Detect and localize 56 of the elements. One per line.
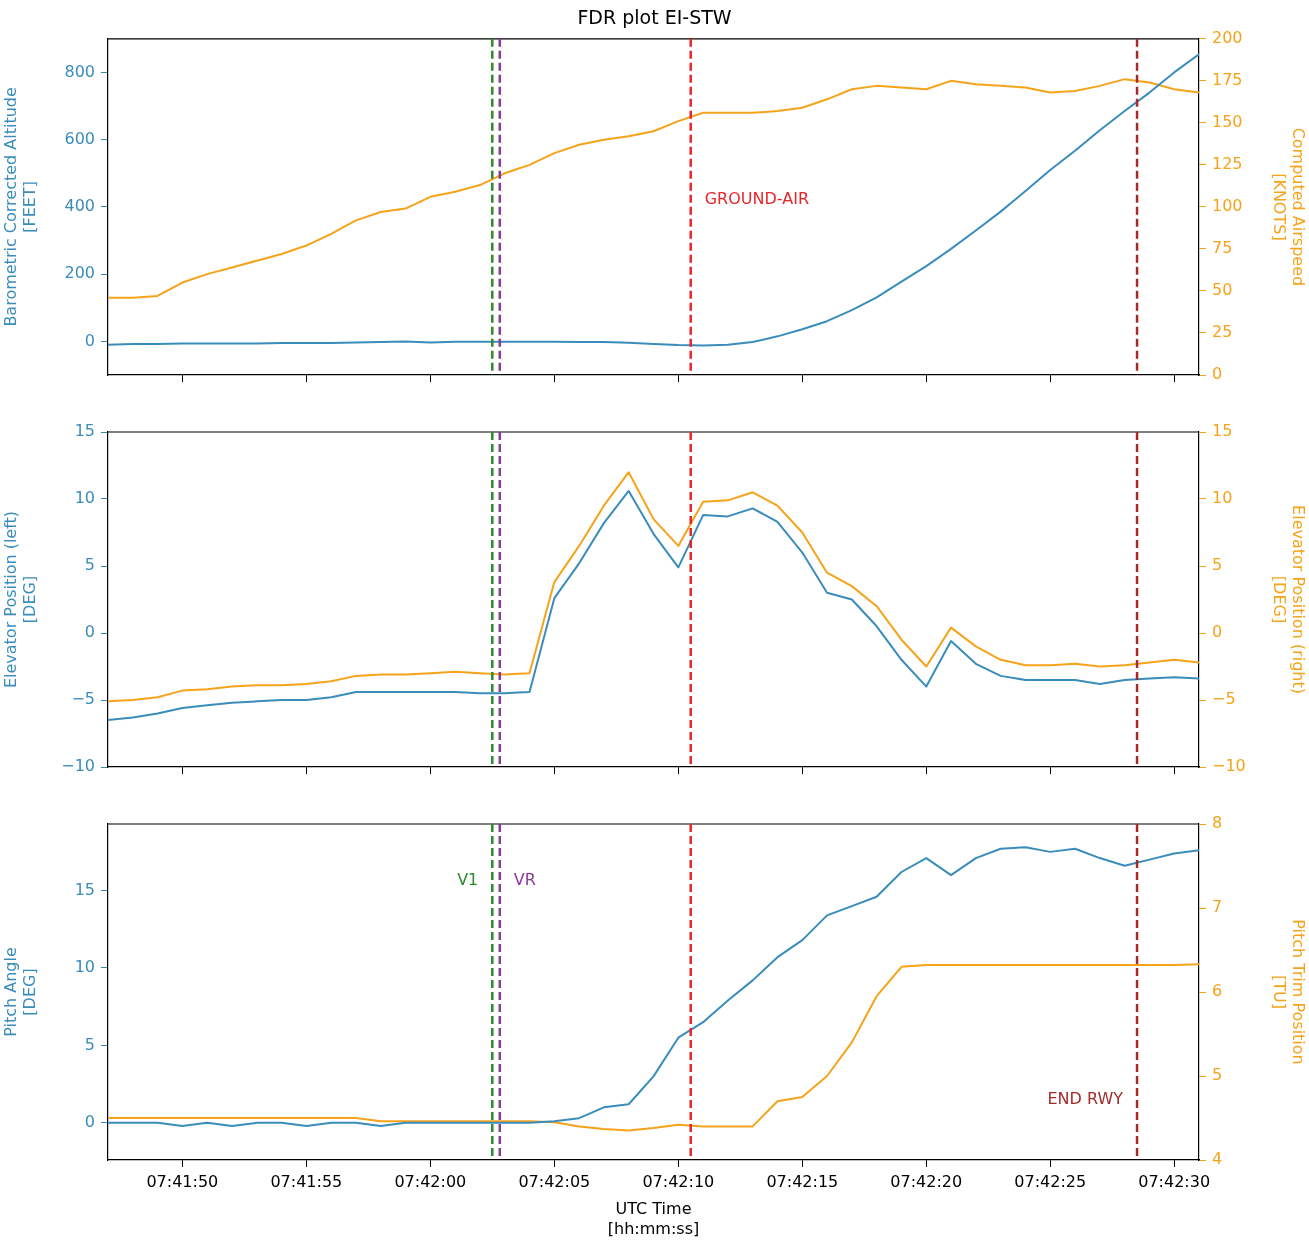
ref-line-label: V1 <box>457 870 479 890</box>
x-tick-label: 07:41:55 <box>270 1171 343 1191</box>
y-tick-label: 0 <box>84 622 95 642</box>
y2-tick-label: 175 <box>1212 69 1243 89</box>
y-tick-label: 600 <box>64 128 95 148</box>
y2-tick-label: 10 <box>1212 488 1233 508</box>
x-tick-label: 07:42:30 <box>1138 1171 1211 1191</box>
y2-tick-label: 15 <box>1212 421 1233 441</box>
y2-tick-label: 100 <box>1212 196 1243 216</box>
y-tick-label: 10 <box>74 957 95 977</box>
y-tick-label: 10 <box>74 488 95 508</box>
y-tick-label: −5 <box>71 689 95 709</box>
y2-tick-label: 0 <box>1212 622 1223 642</box>
x-tick-label: 07:42:00 <box>394 1171 467 1191</box>
y2-tick-label: −5 <box>1212 689 1236 709</box>
y-axis-title: Barometric Corrected Altitude [FEET] <box>0 87 39 327</box>
y2-tick-label: 25 <box>1212 322 1233 342</box>
y2-tick-label: 6 <box>1212 981 1223 1001</box>
y2-tick-label: 7 <box>1212 897 1223 917</box>
y-axis-title: Elevator Position (left) [DEG] <box>0 510 39 689</box>
ref-line-label: GROUND-AIR <box>704 189 810 209</box>
x-tick-label: 07:41:50 <box>146 1171 219 1191</box>
y2-tick-label: −10 <box>1212 756 1246 776</box>
x-tick-label: 07:42:10 <box>642 1171 715 1191</box>
y-tick-label: 5 <box>84 555 95 575</box>
y2-axis-title: Computed Airspeed [KNOTS] <box>1270 127 1309 287</box>
y2-tick-label: 4 <box>1212 1149 1223 1169</box>
x-axis-title: UTC Time [hh:mm:ss] <box>607 1199 700 1238</box>
y2-tick-label: 5 <box>1212 555 1223 575</box>
y2-tick-label: 75 <box>1212 238 1233 258</box>
ref-line-label: VR <box>513 870 536 890</box>
y-tick-label: 400 <box>64 196 95 216</box>
y-tick-label: 15 <box>74 421 95 441</box>
x-tick-label: 07:42:15 <box>766 1171 839 1191</box>
y-tick-label: 800 <box>64 61 95 81</box>
y-tick-label: 5 <box>84 1034 95 1054</box>
y2-tick-label: 125 <box>1212 154 1243 174</box>
y-tick-label: 15 <box>74 879 95 899</box>
y-axis-title: Pitch Angle [DEG] <box>0 947 39 1037</box>
y2-tick-label: 200 <box>1212 27 1243 47</box>
y-tick-label: 0 <box>84 330 95 350</box>
y2-axis-title: Elevator Position (right) [DEG] <box>1270 505 1309 694</box>
ref-line-label: END RWY <box>1047 1088 1124 1108</box>
y-tick-label: −10 <box>61 756 95 776</box>
y2-tick-label: 50 <box>1212 280 1233 300</box>
y-tick-label: 200 <box>64 263 95 283</box>
chart-title: FDR plot EI-STW <box>577 6 732 29</box>
x-tick-label: 07:42:20 <box>890 1171 963 1191</box>
y-tick-label: 0 <box>84 1111 95 1131</box>
y2-tick-label: 8 <box>1212 813 1223 833</box>
y2-axis-title: Pitch Trim Position [TU] <box>1270 919 1309 1065</box>
y2-tick-label: 150 <box>1212 112 1243 132</box>
x-tick-label: 07:42:05 <box>518 1171 591 1191</box>
y2-tick-label: 0 <box>1212 364 1223 384</box>
x-tick-label: 07:42:25 <box>1014 1171 1087 1191</box>
y2-tick-label: 5 <box>1212 1065 1223 1085</box>
